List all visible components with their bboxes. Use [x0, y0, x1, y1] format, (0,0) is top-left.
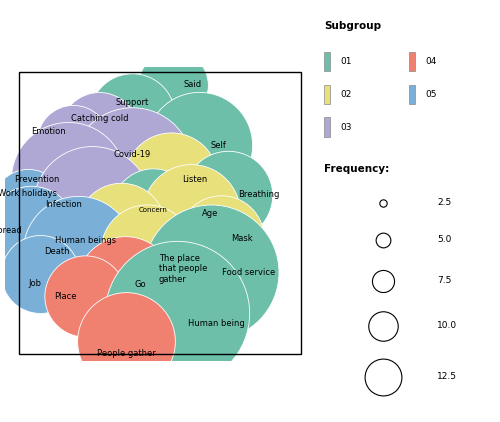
Text: 03: 03: [341, 123, 352, 132]
Text: Support: Support: [115, 98, 148, 108]
Point: [196, 142, 203, 149]
Text: Frequency:: Frequency:: [324, 164, 389, 174]
Text: 7.5: 7.5: [438, 276, 452, 285]
Point: [380, 200, 388, 206]
Text: Self: Self: [210, 141, 226, 150]
Point: [88, 201, 96, 208]
Point: [173, 310, 181, 316]
Bar: [324, 52, 330, 71]
Point: [121, 281, 129, 288]
Point: [187, 210, 195, 216]
Point: [74, 248, 82, 254]
Text: Human beings: Human beings: [55, 235, 116, 245]
Bar: [324, 84, 330, 104]
Point: [168, 176, 175, 183]
Text: Go: Go: [134, 281, 146, 289]
Point: [128, 165, 136, 171]
Point: [116, 224, 124, 230]
Text: 5.0: 5.0: [438, 235, 452, 244]
Text: 04: 04: [426, 57, 437, 66]
Text: Mask: Mask: [232, 234, 253, 243]
Text: Listen: Listen: [182, 175, 207, 184]
Text: 05: 05: [426, 90, 437, 99]
Text: 10.0: 10.0: [438, 321, 458, 330]
Text: 01: 01: [341, 57, 352, 66]
Point: [380, 236, 388, 243]
Point: [68, 138, 76, 145]
Text: Job: Job: [28, 279, 41, 288]
Text: 02: 02: [341, 90, 352, 99]
Text: Catching cold: Catching cold: [70, 114, 128, 124]
Text: Breathing: Breathing: [238, 190, 280, 199]
Point: [27, 227, 35, 233]
Text: Age: Age: [202, 208, 218, 218]
Point: [224, 192, 232, 198]
Text: People gather: People gather: [97, 349, 156, 358]
Text: 2.5: 2.5: [438, 198, 452, 207]
Text: Emotion: Emotion: [31, 127, 66, 135]
Text: 12.5: 12.5: [438, 372, 458, 381]
Bar: [324, 117, 330, 137]
Bar: [408, 84, 414, 104]
Text: Work holidays: Work holidays: [0, 189, 57, 197]
Point: [128, 113, 136, 119]
Text: Subgroup: Subgroup: [324, 21, 381, 31]
Text: Concern: Concern: [138, 207, 168, 213]
Point: [64, 176, 72, 183]
Text: Human being: Human being: [188, 319, 245, 328]
Text: Said: Said: [184, 80, 202, 89]
Point: [206, 269, 214, 276]
Point: [82, 293, 90, 300]
Bar: [408, 52, 414, 71]
Point: [216, 235, 224, 242]
Text: Place: Place: [54, 292, 77, 301]
Text: Food service: Food service: [222, 268, 275, 277]
Text: Prevention: Prevention: [14, 175, 60, 184]
Point: [380, 277, 388, 284]
Point: [380, 373, 388, 380]
Point: [122, 338, 130, 345]
Point: [96, 128, 104, 135]
Point: [168, 81, 176, 88]
Text: The place
that people
gather: The place that people gather: [158, 254, 207, 284]
Text: Infection: Infection: [45, 200, 82, 209]
Text: Death: Death: [44, 246, 70, 256]
Point: [36, 271, 44, 277]
Point: [380, 322, 388, 329]
Text: Covid-19: Covid-19: [113, 150, 150, 159]
Text: Spread: Spread: [0, 225, 22, 235]
Point: [144, 248, 152, 254]
Point: [149, 207, 157, 214]
Point: [24, 201, 32, 208]
